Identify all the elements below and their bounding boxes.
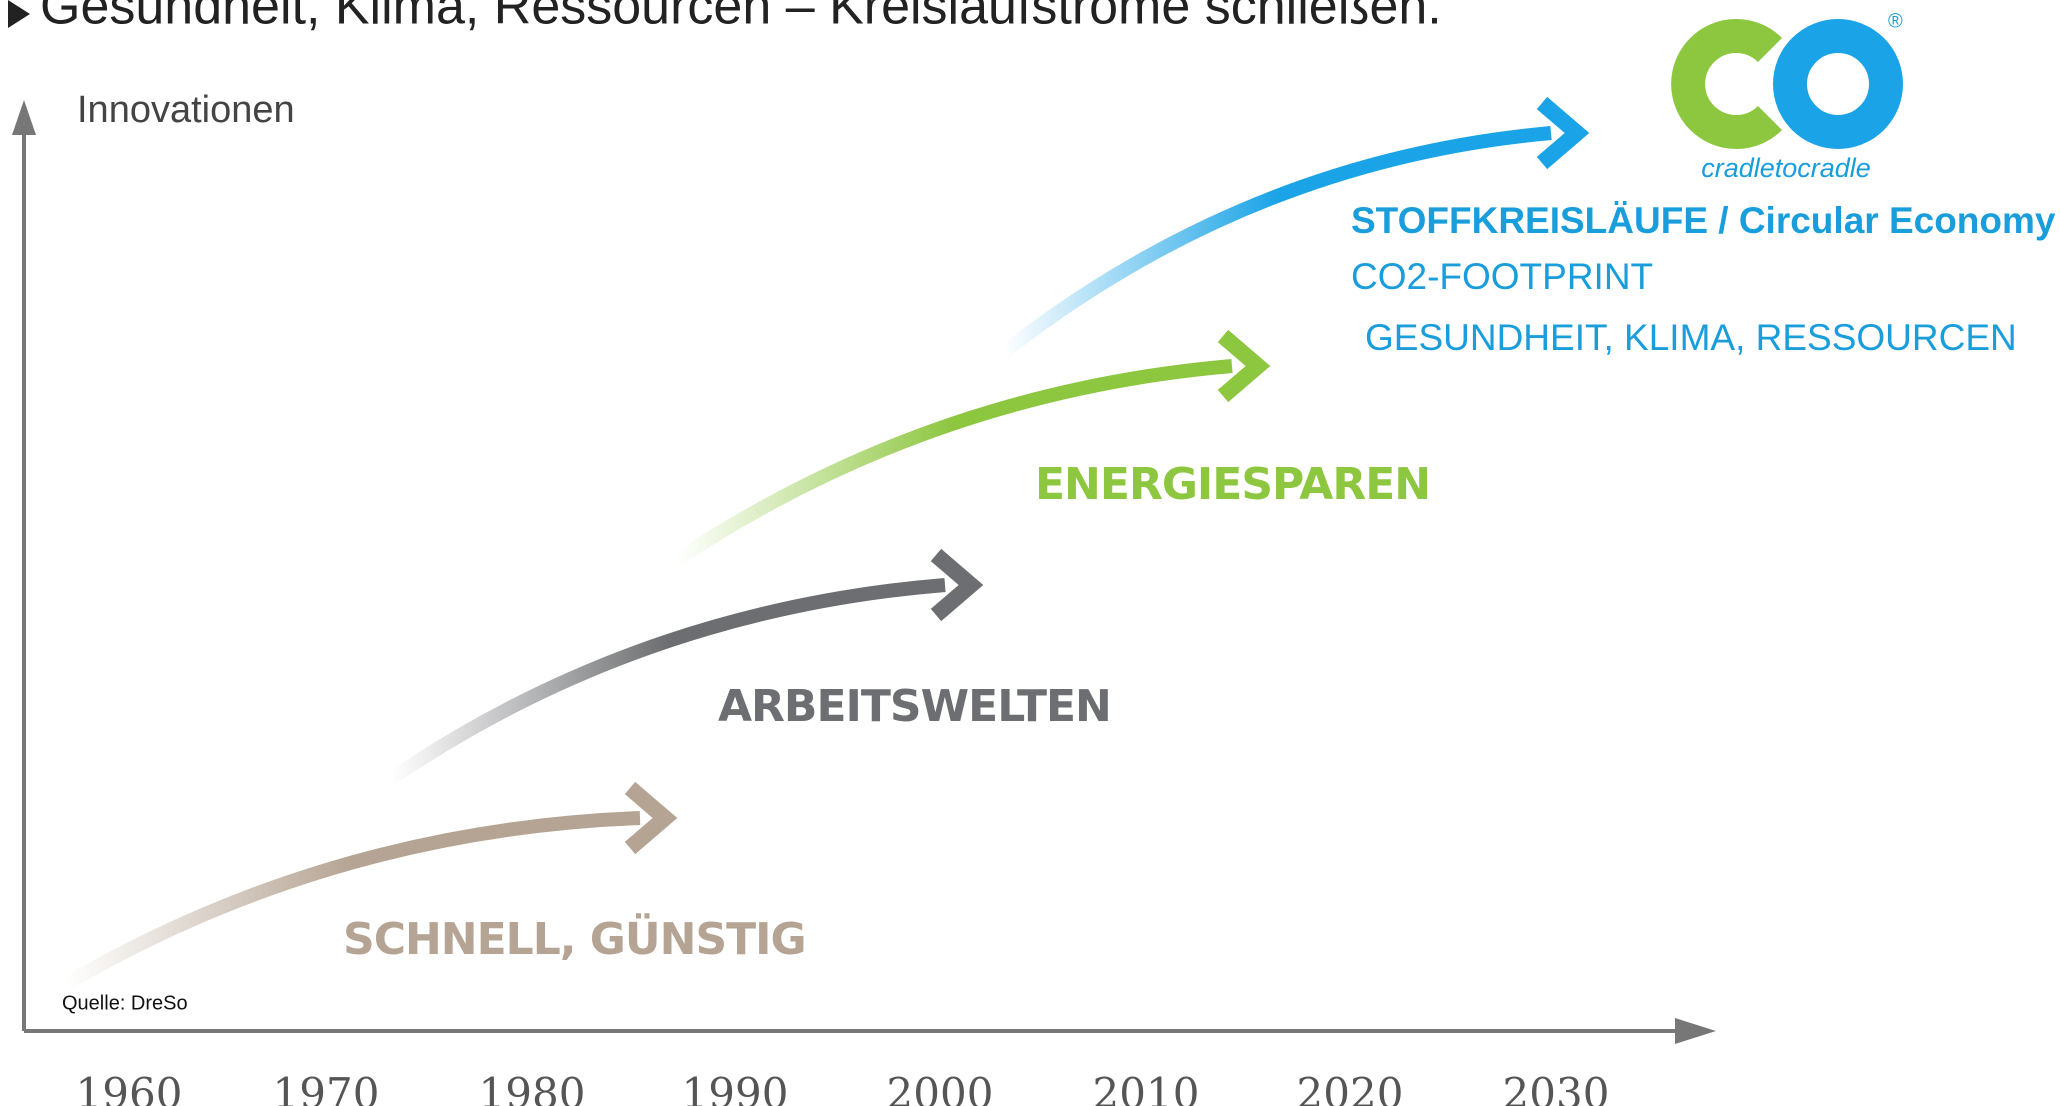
x-axis-head [1675,1018,1716,1044]
x-label: 2030 [1503,1069,1610,1106]
x-label: 2000 [887,1069,994,1106]
arrow-green [674,359,1233,565]
arrow-brown [62,811,641,991]
arrow-head [930,548,984,622]
stage-label: ENERGIESPAREN [1035,459,1430,510]
title: Gesundheit, Klima, Ressourcen – Kreislau… [40,0,1442,36]
arrow-blue [999,126,1552,358]
arrow-head [624,781,678,855]
arrow-gray [388,578,946,784]
arrow-head [1536,96,1590,170]
logo-o [1773,19,1903,149]
x-label: 1980 [479,1069,586,1106]
y-axis-label: Innovationen [77,89,295,131]
future-line: CO2-FOOTPRINT [1351,256,1653,297]
logo: cradletocradle ® [1671,10,1903,183]
logo-text: cradletocradle [1701,153,1871,183]
x-label: 1960 [76,1069,183,1106]
y-axis-head [12,100,36,135]
logo-mark: ® [1888,10,1903,32]
future-line: GESUNDHEIT, KLIMA, RESSOURCEN [1365,317,2017,358]
logo-c [1671,19,1782,149]
arrow-head [1217,329,1271,403]
bullet-arrow [8,0,30,28]
x-label: 2010 [1093,1069,1200,1106]
stage-label: ARBEITSWELTEN [718,681,1111,732]
x-label: 2020 [1297,1069,1404,1106]
future-line: STOFFKREISLÄUFE / Circular Economy [1351,200,2056,241]
x-label: 1970 [273,1069,380,1106]
source: Quelle: DreSo [62,992,188,1014]
stage-label: SCHNELL, GÜNSTIG [343,912,806,965]
x-label: 1990 [682,1069,789,1106]
